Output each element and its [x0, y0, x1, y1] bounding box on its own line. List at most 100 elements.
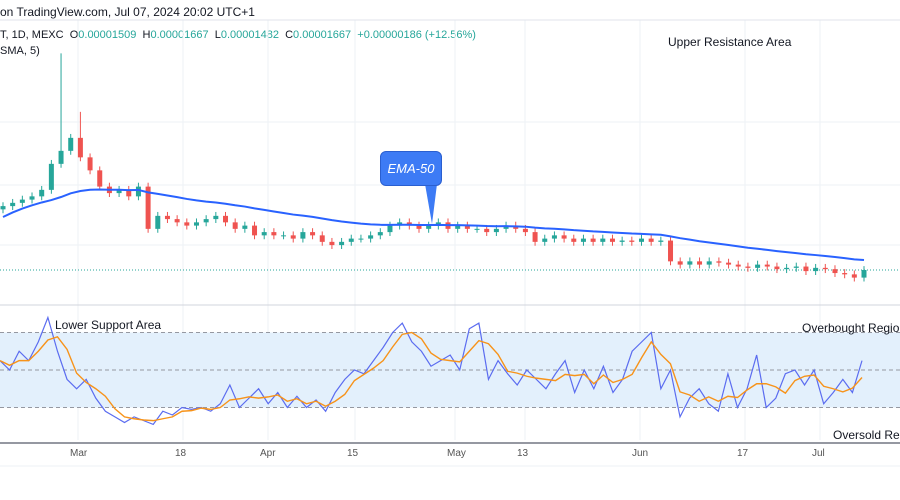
candle — [97, 170, 103, 187]
ema-callout-arrow — [425, 184, 437, 224]
candle — [522, 228, 528, 233]
candle — [542, 238, 548, 242]
candle — [358, 238, 364, 240]
candle — [677, 261, 683, 265]
candle — [126, 189, 132, 197]
candle — [464, 225, 470, 229]
chart-source-header: on TradingView.com, Jul 07, 2024 20:02 U… — [0, 5, 255, 19]
candle — [774, 266, 780, 270]
candle — [571, 238, 577, 242]
symbol-label[interactable]: T, 1D, MEXC — [0, 29, 64, 41]
indicator-legend[interactable]: SMA, 5) — [0, 45, 40, 57]
candle — [387, 225, 393, 233]
candle — [232, 222, 238, 229]
candle — [145, 186, 151, 229]
candle — [493, 228, 499, 233]
candle — [290, 235, 296, 239]
candle — [39, 189, 45, 197]
x-tick-label: Apr — [260, 448, 276, 459]
high-value: 0.00001667 — [150, 29, 209, 41]
candle — [755, 264, 761, 268]
candle — [561, 235, 567, 239]
x-tick-label: Jun — [632, 448, 649, 459]
candle — [658, 240, 664, 242]
rsi-ma-line — [0, 331, 863, 422]
candle — [484, 228, 490, 233]
ema-50-callout: EMA-50 — [380, 151, 442, 186]
candle — [223, 215, 229, 223]
candle — [726, 262, 732, 265]
candle — [803, 266, 809, 272]
candle — [416, 225, 422, 229]
x-tick-label: May — [447, 448, 466, 459]
candle — [532, 232, 538, 242]
candle — [600, 238, 606, 242]
candle — [213, 215, 219, 220]
candle — [590, 238, 596, 242]
candle — [116, 189, 122, 194]
candle — [184, 222, 190, 226]
low-label: L — [214, 29, 221, 41]
candle — [784, 267, 790, 270]
ohlc-legend: T, 1D, MEXC O0.00001509 H0.00001667 L0.0… — [0, 29, 476, 41]
candle — [252, 225, 258, 236]
candle — [348, 238, 354, 242]
candle — [503, 225, 509, 229]
candle — [813, 267, 819, 272]
lower-support-label: Lower Support Area — [55, 318, 162, 332]
candle — [619, 240, 625, 242]
candle — [426, 225, 432, 229]
candle — [842, 273, 848, 275]
candle — [329, 241, 335, 246]
candle — [368, 235, 374, 239]
candle — [609, 238, 615, 242]
candle — [629, 240, 635, 242]
candle — [319, 235, 325, 242]
candle — [135, 186, 141, 197]
candle — [822, 267, 828, 270]
candle — [261, 232, 267, 236]
candle — [87, 157, 93, 171]
candle — [281, 235, 287, 237]
candle — [164, 215, 170, 220]
candle — [174, 219, 180, 223]
open-value: 0.00001509 — [78, 29, 137, 41]
close-label: C — [285, 29, 294, 41]
candle — [310, 232, 316, 236]
candle — [68, 137, 74, 151]
candle — [77, 137, 83, 158]
candle — [551, 235, 557, 239]
candle — [638, 238, 644, 242]
close-value: 0.00001667 — [293, 29, 352, 41]
low-value: 0.00001482 — [220, 29, 279, 41]
x-tick-label: 13 — [517, 448, 529, 459]
candle — [745, 266, 751, 268]
candle — [271, 232, 277, 236]
candle — [668, 240, 674, 262]
candle — [687, 261, 693, 265]
candle — [793, 266, 799, 268]
candle — [764, 264, 770, 267]
candle — [19, 199, 25, 203]
candle — [455, 225, 461, 229]
candle — [832, 269, 838, 274]
x-tick-label: Jul — [812, 448, 825, 459]
upper-resistance-label: Upper Resistance Area — [668, 35, 792, 49]
candle — [339, 241, 345, 246]
candle — [861, 270, 867, 278]
oversold-label: Oversold Region — [833, 428, 900, 442]
overbought-label: Overbought Region — [802, 321, 900, 335]
candle — [58, 150, 64, 164]
candle — [648, 238, 654, 242]
candle — [155, 215, 161, 229]
change-value: +0.00000186 (+12.56%) — [357, 29, 476, 41]
candle — [242, 225, 248, 229]
candle — [48, 163, 54, 190]
candle — [10, 202, 16, 207]
x-tick-label: 18 — [175, 448, 187, 459]
x-tick-label: Mar — [70, 448, 88, 459]
candle — [300, 232, 306, 239]
ema-50-line — [2, 188, 865, 261]
candle — [474, 228, 480, 230]
